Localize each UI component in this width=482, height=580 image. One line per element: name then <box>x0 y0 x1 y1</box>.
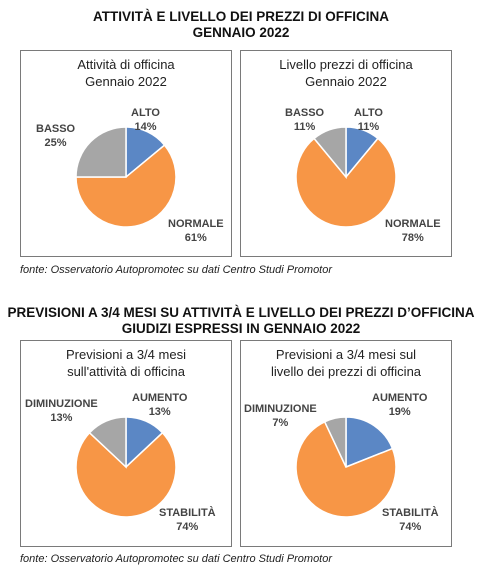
slice-label-name: STABILITÀ <box>159 507 216 519</box>
pie-slice-basso <box>75 126 127 178</box>
slice-label-diminuzione: DIMINUZIONE 13% <box>25 397 98 425</box>
pie-slice-stabilit <box>75 431 177 518</box>
slice-label-name: AUMENTO <box>372 392 428 404</box>
slice-label-basso: BASSO 25% <box>36 122 75 150</box>
chart-panel-prezzi: Livello prezzi di officina Gennaio 2022 … <box>240 50 452 257</box>
source-note: fonte: Osservatorio Autopromotec su dati… <box>20 264 333 276</box>
pie-slice-stabilit <box>295 420 397 518</box>
section2-title-line1: PREVISIONI A 3/4 MESI SU ATTIVITÀ E LIVE… <box>7 305 475 320</box>
chart-title: Previsioni a 3/4 mesi sul livello dei pr… <box>241 346 451 380</box>
slice-label-value: 14% <box>134 121 157 133</box>
slice-label-name: NORMALE <box>168 218 224 230</box>
pie-slice-basso <box>313 126 347 180</box>
slice-label-alto: ALTO 11% <box>354 106 383 134</box>
slice-label-value: 11% <box>293 121 316 133</box>
slice-label-value: 7% <box>272 417 289 429</box>
slice-label-aumento: AUMENTO 13% <box>132 391 187 419</box>
slice-label-stabilita: STABILITÀ 74% <box>382 506 439 534</box>
chart-panel-previsioni-attivita: Previsioni a 3/4 mesi sull'attività di o… <box>20 340 232 547</box>
slice-label-diminuzione: DIMINUZIONE 7% <box>244 402 317 430</box>
slice-label-value: 61% <box>184 232 207 244</box>
slice-label-stabilita: STABILITÀ 74% <box>159 506 216 534</box>
chart-title-line2: Gennaio 2022 <box>305 74 387 89</box>
chart-title-line2: livello dei prezzi di officina <box>270 364 422 379</box>
slice-label-name: STABILITÀ <box>382 507 439 519</box>
section1-title-line1: ATTIVITÀ E LIVELLO DEI PREZZI DI OFFICIN… <box>93 9 389 24</box>
slice-label-name: NORMALE <box>385 218 441 230</box>
slice-label-name: BASSO <box>36 123 76 135</box>
slice-label-basso: BASSO 11% <box>285 106 324 134</box>
chart-title: Previsioni a 3/4 mesi sull'attività di o… <box>21 346 231 380</box>
slice-label-value: 13% <box>148 406 171 418</box>
chart-title-line1: Previsioni a 3/4 mesi sul <box>275 347 417 362</box>
slice-label-name: DIMINUZIONE <box>25 398 98 410</box>
pie-slice-normale <box>295 137 397 228</box>
section1-title-line2: GENNAIO 2022 <box>192 25 290 40</box>
chart-title: Attività di officina Gennaio 2022 <box>21 56 231 90</box>
chart-title-line1: Livello prezzi di officina <box>279 57 413 72</box>
chart-title: Livello prezzi di officina Gennaio 2022 <box>241 56 451 90</box>
slice-label-value: 25% <box>44 137 67 149</box>
pie-chart <box>75 416 177 518</box>
slice-label-normale: NORMALE 61% <box>168 217 224 245</box>
source-note: fonte: Osservatorio Autopromotec su dati… <box>20 553 333 565</box>
chart-title-line2: sull'attività di officina <box>67 364 185 379</box>
slice-label-name: BASSO <box>285 107 325 119</box>
pie-chart <box>295 126 397 228</box>
section1-title: ATTIVITÀ E LIVELLO DEI PREZZI DI OFFICIN… <box>0 9 482 41</box>
chart-title-line1: Attività di officina <box>77 57 175 72</box>
slice-label-value: 74% <box>176 521 199 533</box>
pie-chart <box>75 126 177 228</box>
pie-slice-diminuzione <box>88 416 127 469</box>
slice-label-value: 74% <box>399 521 422 533</box>
chart-title-line2: Gennaio 2022 <box>85 74 167 89</box>
slice-label-value: 78% <box>401 232 424 244</box>
pie-slice-normale <box>75 144 177 228</box>
pie-slice-aumento <box>345 416 394 469</box>
section2-title: PREVISIONI A 3/4 MESI SU ATTIVITÀ E LIVE… <box>0 305 482 337</box>
slice-label-normale: NORMALE 78% <box>385 217 441 245</box>
section2-title-line2: GIUDIZI ESPRESSI IN GENNAIO 2022 <box>121 321 361 336</box>
chart-title-line1: Previsioni a 3/4 mesi <box>66 347 186 362</box>
slice-label-name: AUMENTO <box>132 392 188 404</box>
slice-label-value: 11% <box>357 121 380 133</box>
slice-label-alto: ALTO 14% <box>131 106 160 134</box>
chart-panel-previsioni-prezzi: Previsioni a 3/4 mesi sul livello dei pr… <box>240 340 452 547</box>
slice-label-value: 13% <box>50 412 73 424</box>
slice-label-aumento: AUMENTO 19% <box>372 391 427 419</box>
slice-label-name: ALTO <box>354 107 383 119</box>
slice-label-name: DIMINUZIONE <box>244 403 317 415</box>
slice-label-value: 19% <box>388 406 411 418</box>
pie-chart <box>295 416 397 518</box>
chart-panel-attivita: Attività di officina Gennaio 2022 ALTO 1… <box>20 50 232 257</box>
pie-slice-diminuzione <box>323 416 347 468</box>
slice-label-name: ALTO <box>131 107 160 119</box>
